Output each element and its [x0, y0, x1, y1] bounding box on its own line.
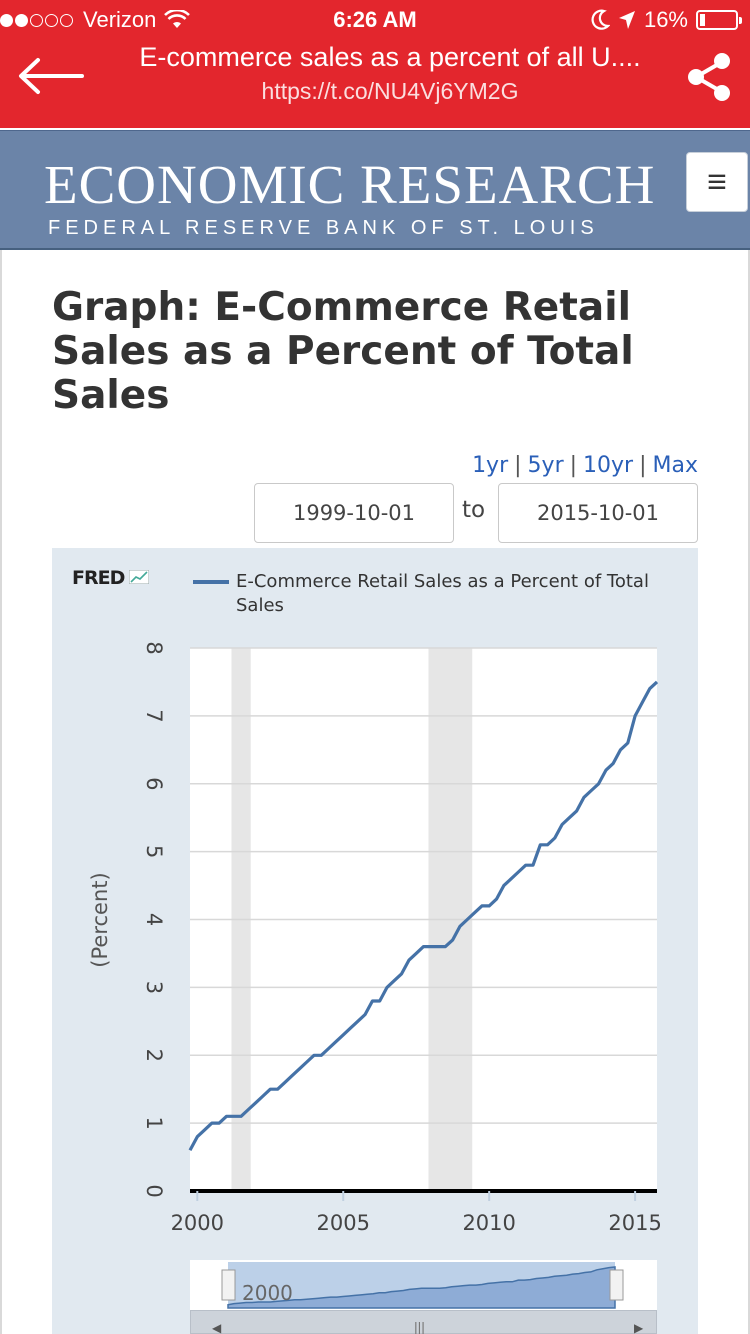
end-date-input[interactable]: 2015-10-01 [498, 483, 698, 543]
arrow-left-icon[interactable] [16, 54, 86, 98]
range-5yr-link[interactable]: 5yr [527, 453, 564, 478]
graph-title: Graph: E-Commerce Retail Sales as a Perc… [52, 285, 634, 418]
fred-chart-mark-icon [129, 570, 149, 584]
status-bar: Verizon 6:26 AM 16% [0, 0, 750, 40]
page-border-right [748, 250, 750, 1334]
location-arrow-icon [618, 11, 635, 29]
y-tick-label-8: 8 [142, 641, 166, 654]
site-subtitle: FEDERAL RESERVE BANK OF ST. LOUIS [48, 217, 599, 239]
hamburger-menu-icon[interactable]: ≡ [686, 152, 748, 212]
navigator-left-handle [221, 1269, 236, 1301]
y-tick-label-4: 4 [142, 913, 166, 926]
start-date-input[interactable]: 1999-10-01 [254, 483, 454, 543]
page-border-left [0, 250, 2, 1334]
fred-logo: FRED [72, 567, 125, 589]
date-range-to-label: to [462, 497, 486, 523]
y-tick-label-6: 6 [142, 777, 166, 790]
x-tick-label-2000: 2000 [171, 1211, 224, 1235]
x-tick-label-2005: 2005 [317, 1211, 370, 1235]
share-icon[interactable] [686, 52, 732, 102]
carrier-name: Verizon [83, 7, 157, 32]
range-max-link[interactable]: Max [652, 453, 698, 478]
range-links: 1yr | 5yr | 10yr | Max [472, 453, 698, 478]
scroll-right-arrow-icon: ▶ [634, 1321, 644, 1334]
scrollbar-grip-icon: ||| [414, 1319, 425, 1334]
app-bar: Verizon 6:26 AM 16% E-commerce sales as … [0, 0, 750, 128]
y-tick-label-7: 7 [142, 709, 166, 722]
signal-strength-icon [0, 13, 75, 27]
range-10yr-link[interactable]: 10yr [583, 453, 634, 478]
navigator-label: 2000 [242, 1281, 293, 1305]
wifi-icon [164, 10, 191, 28]
y-tick-label-3: 3 [142, 981, 166, 994]
x-tick-label-2010: 2010 [462, 1211, 515, 1235]
site-brand[interactable]: ECONOMIC RESEARCH [44, 154, 656, 215]
range-1yr-link[interactable]: 1yr [472, 453, 509, 478]
page-title: E-commerce sales as a percent of all U..… [139, 42, 641, 72]
battery-percent: 16% [643, 7, 688, 32]
x-tick-label-2015: 2015 [608, 1211, 661, 1235]
legend-label: E-Commerce Retail Sales as a Percent of … [236, 571, 649, 616]
navigator-right-handle [609, 1269, 624, 1301]
legend-swatch [193, 580, 229, 584]
site-header: ECONOMIC RESEARCH FEDERAL RESERVE BANK O… [0, 130, 750, 250]
y-tick-label-1: 1 [142, 1116, 166, 1129]
y-tick-label-0: 0 [142, 1184, 166, 1197]
page-url: https://t.co/NU4Vj6YM2G [261, 78, 519, 104]
moon-icon [591, 9, 610, 30]
clock: 6:26 AM [333, 7, 417, 32]
series-line [188, 680, 659, 1152]
y-tick-label-5: 5 [142, 845, 166, 858]
scroll-left-arrow-icon: ◀ [212, 1321, 222, 1334]
y-tick-label-2: 2 [142, 1049, 166, 1062]
navigator-series [227, 1266, 616, 1309]
battery-icon [696, 10, 742, 30]
